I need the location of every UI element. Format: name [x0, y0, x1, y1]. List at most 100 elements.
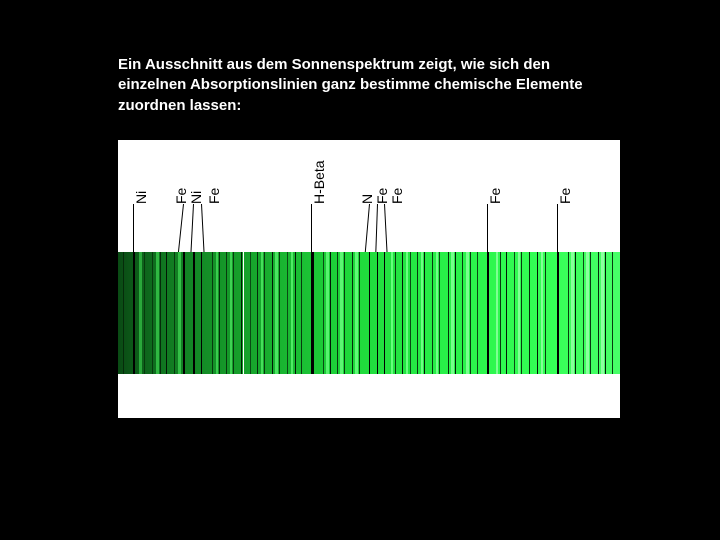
element-label-h-beta: H-Beta — [311, 160, 327, 204]
absorption-line — [152, 252, 153, 374]
spectrum-bright-line — [586, 252, 589, 374]
absorption-line — [590, 252, 591, 374]
spectrum-bright-line — [541, 252, 544, 374]
spectrum-bright-line — [275, 252, 278, 374]
absorption-line — [323, 252, 324, 374]
element-label-fe-6: Fe — [557, 188, 573, 204]
spectrum-bright-line — [340, 252, 343, 374]
absorption-line — [439, 252, 440, 374]
tick-fe-4 — [384, 204, 388, 252]
tick-h-beta — [311, 204, 312, 252]
absorption-line — [417, 252, 418, 374]
absorption-line — [301, 252, 302, 374]
absorption-line — [537, 252, 538, 374]
spectrum-bright-line — [230, 252, 233, 374]
absorption-line — [359, 252, 360, 374]
absorption-line — [174, 252, 175, 374]
absorption-line — [487, 252, 489, 374]
element-label-ni-1: Ni — [133, 191, 149, 204]
spectrum-bg-segment — [244, 252, 344, 374]
spectrum-bright-line — [178, 252, 181, 374]
absorption-line — [432, 252, 433, 374]
absorption-line — [212, 252, 213, 374]
spectrum-band — [118, 252, 620, 374]
absorption-line — [233, 252, 234, 374]
element-label-fe-4: Fe — [389, 188, 405, 204]
tick-fe-2 — [201, 204, 205, 252]
spectrum-bright-line — [139, 252, 142, 374]
absorption-line — [160, 252, 161, 374]
absorption-line — [330, 252, 331, 374]
element-label-ni-2: Ni — [188, 191, 204, 204]
spectrum-bg-segment — [444, 252, 544, 374]
absorption-line — [369, 252, 370, 374]
absorption-line — [557, 252, 559, 374]
spectrum-bright-line — [216, 252, 219, 374]
spectrum-bright-line — [261, 252, 264, 374]
absorption-line — [500, 252, 501, 374]
absorption-line — [287, 252, 288, 374]
absorption-line — [568, 252, 569, 374]
tick-fe-6 — [557, 204, 558, 252]
absorption-line — [395, 252, 396, 374]
absorption-line — [384, 252, 385, 374]
spectrum-bright-line — [601, 252, 604, 374]
absorption-line — [123, 252, 124, 374]
absorption-line — [612, 252, 613, 374]
spectrum-bright-line — [326, 252, 329, 374]
spectrum-bright-line — [466, 252, 469, 374]
absorption-line — [529, 252, 530, 374]
absorption-line — [337, 252, 338, 374]
absorption-line — [462, 252, 463, 374]
absorption-line — [377, 252, 378, 374]
absorption-line — [344, 252, 345, 374]
spectrum-figure: NiFeNiFeH-BetaNFeFeFeFe — [118, 140, 620, 418]
spectrum-bright-line — [355, 252, 358, 374]
figure-bottom-margin — [118, 374, 620, 418]
absorption-line — [424, 252, 425, 374]
tick-n-1 — [365, 204, 370, 252]
element-label-band: NiFeNiFeH-BetaNFeFeFeFe — [118, 140, 620, 252]
absorption-line — [133, 252, 135, 374]
spectrum-bright-line — [436, 252, 439, 374]
spectrum-bright-line — [406, 252, 409, 374]
absorption-line — [219, 252, 220, 374]
absorption-line — [545, 252, 546, 374]
absorption-line — [514, 252, 515, 374]
absorption-line — [241, 252, 242, 374]
element-label-fe-1: Fe — [173, 188, 189, 204]
absorption-line — [183, 252, 184, 374]
absorption-line — [264, 252, 265, 374]
absorption-line — [272, 252, 273, 374]
absorption-line — [166, 252, 167, 374]
absorption-line — [575, 252, 576, 374]
absorption-line — [521, 252, 522, 374]
absorption-line — [295, 252, 296, 374]
absorption-line — [455, 252, 456, 374]
spectrum-bright-line — [571, 252, 574, 374]
absorption-line — [250, 252, 251, 374]
element-label-fe-2: Fe — [206, 188, 222, 204]
absorption-line — [279, 252, 280, 374]
absorption-line — [506, 252, 507, 374]
element-label-n-1: N — [359, 194, 375, 204]
element-label-fe-3: Fe — [374, 188, 390, 204]
tick-fe-5 — [487, 204, 488, 252]
absorption-line — [605, 252, 606, 374]
tick-ni-2 — [191, 204, 195, 252]
absorption-line — [193, 252, 194, 374]
tick-ni-1 — [133, 204, 134, 252]
spectrum-bright-line — [518, 252, 521, 374]
absorption-line — [311, 252, 314, 374]
absorption-line — [477, 252, 478, 374]
absorption-line — [583, 252, 584, 374]
spectrum-bright-line — [496, 252, 499, 374]
absorption-line — [410, 252, 411, 374]
absorption-line — [448, 252, 449, 374]
absorption-line — [352, 252, 353, 374]
absorption-line — [598, 252, 599, 374]
spectrum-bright-line — [291, 252, 294, 374]
absorption-line — [226, 252, 227, 374]
absorption-line — [402, 252, 403, 374]
absorption-line — [257, 252, 258, 374]
